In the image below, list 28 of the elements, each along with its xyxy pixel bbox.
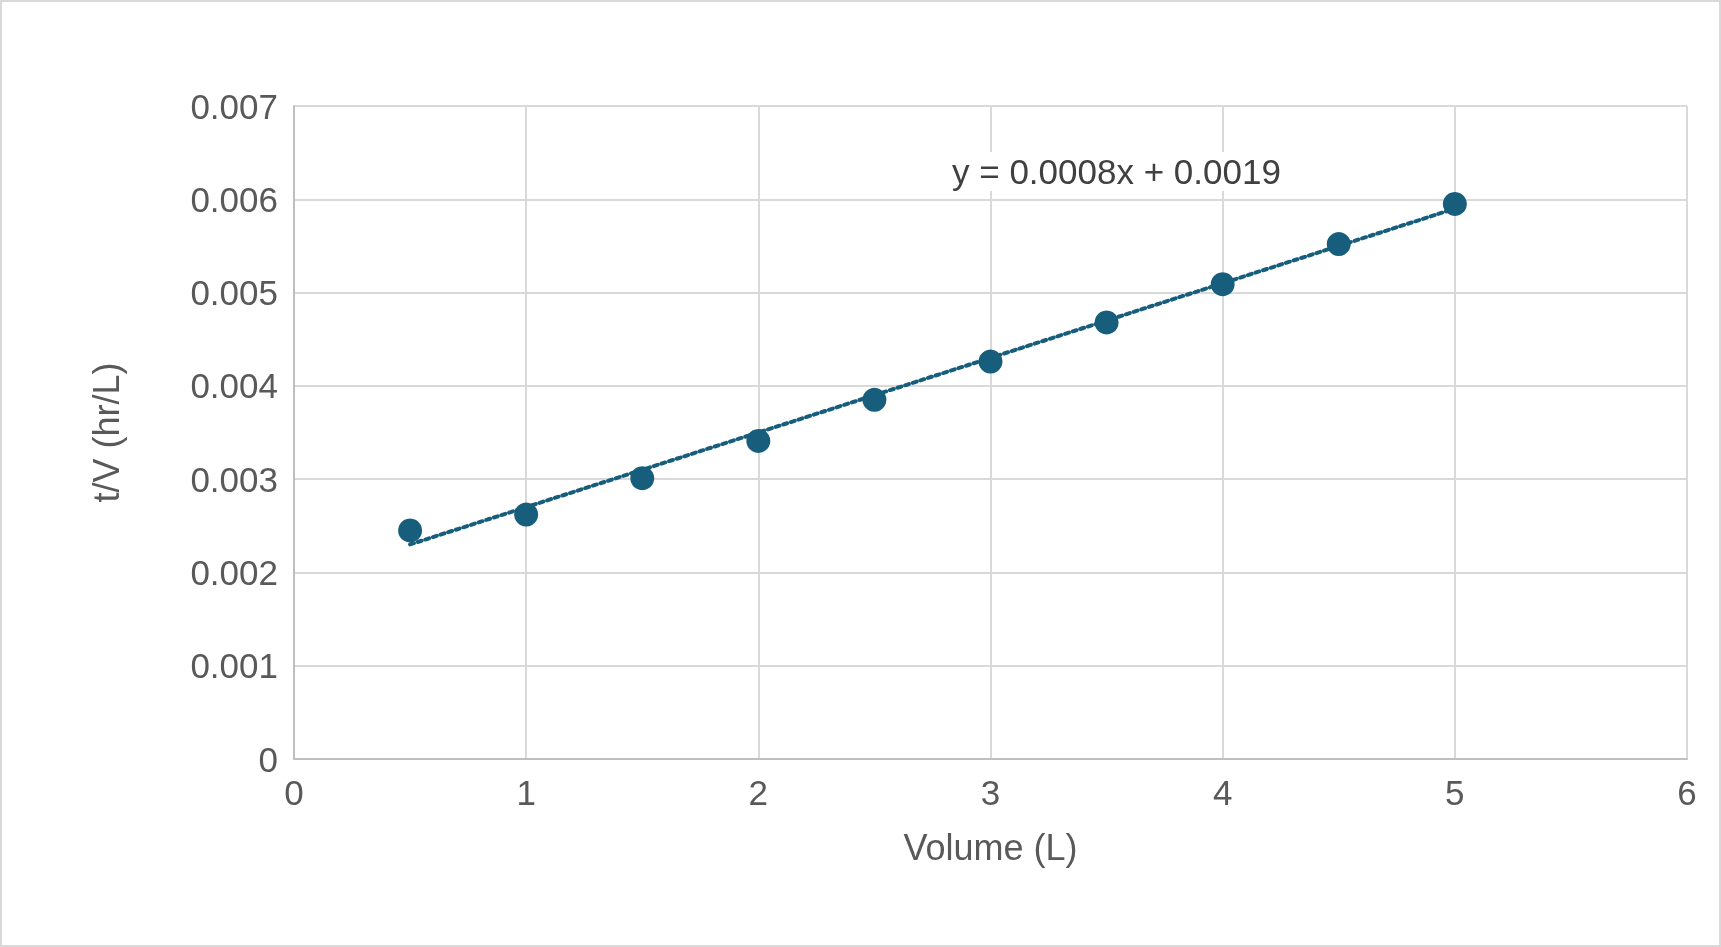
- point: [1094, 310, 1119, 335]
- point: [978, 349, 1003, 374]
- annotation: y = 0.0008x + 0.0019: [952, 152, 1281, 191]
- x-tick-label: 0: [284, 773, 304, 812]
- point: [1210, 272, 1235, 297]
- x-tick-label: 5: [1445, 773, 1465, 812]
- y-tick-label: 0.004: [190, 366, 278, 406]
- y-tick-label: 0.006: [190, 179, 278, 219]
- x-axis-title: Volume (L): [903, 826, 1078, 868]
- x-tick-label: 4: [1212, 773, 1233, 812]
- y-tick-label: 0.007: [190, 86, 278, 126]
- y-tick-label: 0.001: [190, 646, 278, 686]
- point: [630, 466, 655, 491]
- x-tick-label: 1: [516, 773, 536, 812]
- point: [1442, 191, 1467, 216]
- x-tick-label: 6: [1677, 773, 1697, 812]
- x-tick-label: 3: [980, 773, 1001, 812]
- y-tick-label: 0.003: [190, 459, 278, 499]
- y-axis-title: t/V (hr/L): [85, 362, 127, 503]
- y-tick-label: 0.002: [190, 552, 278, 592]
- point: [746, 428, 771, 453]
- point: [398, 518, 423, 543]
- y-tick-label: 0.005: [190, 273, 278, 313]
- point: [1326, 232, 1351, 257]
- y-tick-label: 0: [258, 739, 278, 779]
- point: [862, 387, 887, 412]
- point: [514, 502, 539, 527]
- x-tick-label: 2: [748, 773, 769, 812]
